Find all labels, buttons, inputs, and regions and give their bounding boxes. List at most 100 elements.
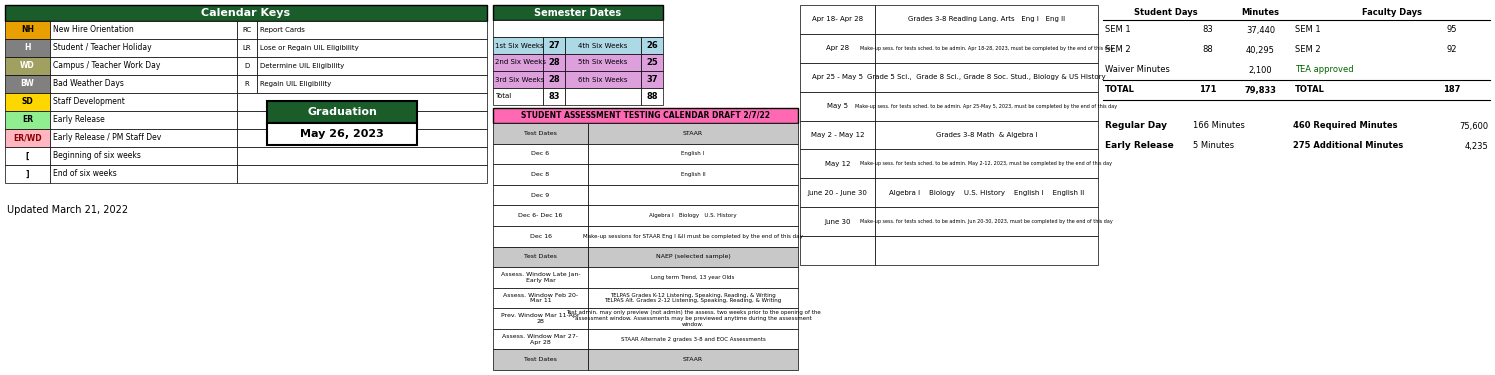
Bar [875,207,1097,236]
Text: 28: 28 [549,58,559,67]
Text: TELPAS Grades K-12 Listening, Speaking, Reading, & Writing
TELPAS Alt. Grades 2-: TELPAS Grades K-12 Listening, Speaking, … [604,292,782,303]
Text: Early Release: Early Release [52,116,105,124]
Text: 26: 26 [646,41,658,50]
Text: Grade 5 Sci.,  Grade 8 Sci., Grade 8 Soc. Stud., Biology & US History: Grade 5 Sci., Grade 8 Sci., Grade 8 Soc.… [867,74,1106,80]
Bar [493,144,588,164]
Bar [49,129,238,147]
Text: Regain UIL Eligibility: Regain UIL Eligibility [260,81,332,87]
Bar [800,236,875,265]
Text: Bad Weather Days: Bad Weather Days [52,80,124,88]
Bar [493,71,543,88]
Text: Graduation: Graduation [306,107,377,117]
Bar [875,120,1097,150]
Bar [565,71,641,88]
Text: Long term Trend, 13 year Olds: Long term Trend, 13 year Olds [652,275,734,280]
Text: 6th Six Weeks: 6th Six Weeks [579,76,628,82]
Text: SEM 2: SEM 2 [1295,45,1320,54]
Bar [238,129,487,147]
Text: 460 Required Minutes: 460 Required Minutes [1293,122,1398,130]
Bar [588,164,798,185]
Text: [: [ [25,152,30,160]
Text: 166 Minutes: 166 Minutes [1193,122,1245,130]
Bar [238,111,487,129]
Bar [493,123,588,144]
Bar [493,37,543,54]
Bar [493,226,588,246]
Text: May 12: May 12 [825,161,851,167]
Bar [257,39,487,57]
Bar [493,246,588,267]
Text: NAEP (selected sample): NAEP (selected sample) [656,254,731,259]
Text: May 2 - May 12: May 2 - May 12 [810,132,864,138]
Text: Apr 18- Apr 28: Apr 18- Apr 28 [812,16,863,22]
Text: 187: 187 [1443,86,1461,94]
Text: RC: RC [242,27,251,33]
Text: Dec 16: Dec 16 [529,234,552,239]
Text: Assess. Window Mar 27-
Apr 28: Assess. Window Mar 27- Apr 28 [502,334,579,345]
Text: Waiver Minutes: Waiver Minutes [1105,66,1171,75]
Bar [4,165,49,183]
Bar [4,111,49,129]
Text: TOTAL: TOTAL [1295,86,1325,94]
Text: SD: SD [21,98,33,106]
Text: STAAR Alternate 2 grades 3-8 and EOC Assessments: STAAR Alternate 2 grades 3-8 and EOC Ass… [620,337,765,342]
Text: 4,235: 4,235 [1464,141,1488,150]
Bar [588,144,798,164]
Text: 2nd Six Weeks: 2nd Six Weeks [495,60,546,66]
Bar [800,92,875,120]
Text: Beginning of six weeks: Beginning of six weeks [52,152,141,160]
Bar [875,92,1097,120]
Bar [493,288,588,308]
Text: TOTAL: TOTAL [1105,86,1135,94]
Bar [641,71,662,88]
Bar [641,88,662,105]
Text: Dec 8: Dec 8 [531,172,550,177]
Bar [493,206,588,226]
Text: SEM 1: SEM 1 [1105,26,1130,34]
Text: WD: WD [19,62,34,70]
Text: NH: NH [21,26,34,34]
Text: New Hire Orientation: New Hire Orientation [52,26,133,34]
Bar [49,75,238,93]
Text: Dec 6: Dec 6 [531,152,550,156]
Bar [543,54,565,71]
Bar [268,101,417,123]
Text: ]: ] [25,170,30,178]
Text: Make-up sessions for STAAR Eng I &II must be completed by the end of this day: Make-up sessions for STAAR Eng I &II mus… [583,234,803,239]
Bar [493,185,588,206]
Bar [588,206,798,226]
Bar [4,57,49,75]
Bar [800,63,875,92]
Text: Semester Dates: Semester Dates [534,8,622,18]
Bar [875,5,1097,34]
Text: STAAR: STAAR [683,357,703,362]
Text: Dec 9: Dec 9 [531,192,550,198]
Bar [800,150,875,178]
Bar [4,21,49,39]
Text: 75,600: 75,600 [1459,122,1488,130]
Bar [588,288,798,308]
Bar [565,88,641,105]
Bar [588,350,798,370]
Text: ER: ER [22,116,33,124]
Text: 79,833: 79,833 [1244,86,1277,94]
Bar [875,63,1097,92]
Text: BW: BW [21,80,34,88]
Text: STUDENT ASSESSMENT TESTING CALENDAR DRAFT 2/7/22: STUDENT ASSESSMENT TESTING CALENDAR DRAF… [520,111,770,120]
Text: Prev. Window Mar 11-Apr
28: Prev. Window Mar 11-Apr 28 [501,313,580,324]
Bar [4,5,487,21]
Text: TEA approved: TEA approved [1295,66,1353,75]
Text: 3rd Six Weeks: 3rd Six Weeks [495,76,544,82]
Text: Student Days: Student Days [1133,8,1197,17]
Text: 27: 27 [549,41,559,50]
Text: 25: 25 [646,58,658,67]
Text: 83: 83 [549,92,559,101]
Text: May 5: May 5 [827,103,848,109]
Bar [238,93,487,111]
Text: End of six weeks: End of six weeks [52,170,117,178]
Text: Make-up sess. for tests sched. to be admin. Apr 25-May 5, 2023, must be complete: Make-up sess. for tests sched. to be adm… [855,104,1118,109]
Bar [588,226,798,246]
Bar [543,71,565,88]
Text: Determine UIL Eligibility: Determine UIL Eligibility [260,63,344,69]
Bar [49,93,238,111]
